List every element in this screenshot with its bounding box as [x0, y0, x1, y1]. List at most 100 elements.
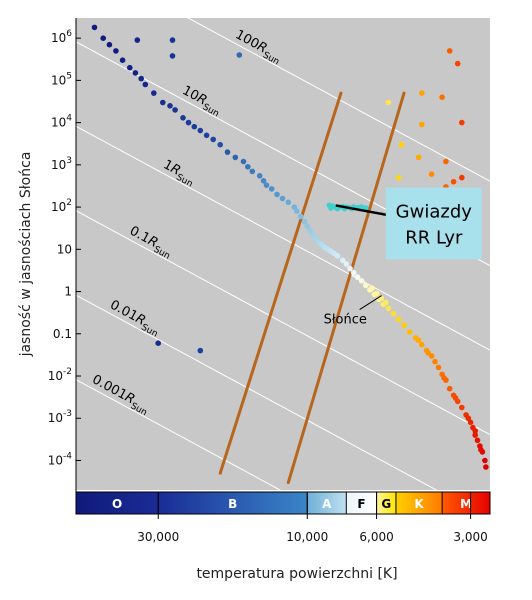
star-point [472, 432, 479, 438]
spectral-class-label: O [112, 497, 122, 511]
spectral-class-label: F [357, 497, 365, 511]
star-point [224, 149, 231, 155]
y-tick-label: 1 [64, 285, 72, 299]
instability-strip-edge [218, 91, 343, 475]
star-point [328, 205, 334, 211]
star-point [459, 404, 465, 411]
star-point [383, 299, 389, 306]
y-axis-title: jasność w jasnościach Słońca [18, 152, 34, 358]
star-point [350, 269, 357, 276]
spectral-class-band [76, 492, 159, 514]
star-point [268, 186, 275, 192]
star-point [354, 274, 361, 280]
star-point [191, 123, 198, 130]
star-point [415, 337, 422, 344]
spectral-class-label: M [460, 497, 472, 511]
radius-line [76, 379, 282, 490]
axes [75, 18, 490, 515]
star-point [134, 37, 141, 43]
star-point [482, 457, 488, 464]
rr-lyr-label-line2: RR Lyr [405, 227, 463, 248]
star-point [291, 204, 298, 210]
star-point [113, 48, 119, 54]
star-point [385, 305, 392, 312]
x-tick-labels: 30,000 10,000 6,000 3,000 [137, 492, 488, 544]
star-point [297, 213, 304, 220]
star-point [217, 141, 223, 148]
star-point [263, 182, 270, 188]
star-point [446, 385, 453, 392]
star-point [245, 164, 251, 170]
sun-label: Słońce [324, 313, 367, 328]
star-point [294, 208, 300, 214]
x-tick-label: 6,000 [359, 530, 393, 544]
star-point [151, 90, 157, 96]
star-point [395, 174, 402, 181]
y-tick-label: 102 [51, 198, 72, 214]
star-point [138, 75, 144, 82]
star-point [385, 99, 392, 106]
star-point [240, 158, 247, 165]
star-point [395, 316, 402, 323]
star-point [100, 35, 106, 41]
star-point [467, 419, 474, 426]
star-point [452, 395, 459, 401]
star-point [160, 99, 166, 106]
annotations: Słońce Gwiazdy RR Lyr [324, 187, 482, 328]
star-point [210, 136, 216, 143]
sun-pointer-line [359, 295, 382, 310]
star-point [236, 52, 243, 58]
star-point [425, 350, 432, 356]
star-point [307, 227, 313, 234]
spectral-class-band [346, 492, 377, 514]
rr-lyr-pointer-line [335, 204, 391, 217]
star-point [358, 278, 365, 284]
star-point [249, 168, 256, 175]
star-point [362, 205, 369, 211]
spectral-class-band [442, 492, 490, 514]
star-point [483, 464, 489, 470]
y-tick-label: 10-2 [48, 367, 72, 383]
star-point [347, 265, 353, 272]
star-point [285, 199, 292, 206]
star-point [132, 70, 139, 76]
star-point [180, 115, 186, 121]
star-point [142, 81, 149, 88]
instability-strip-edge [286, 91, 406, 485]
star-point [478, 446, 484, 453]
star-point [401, 322, 407, 329]
spectral-class-band [307, 492, 347, 514]
star-point [197, 127, 204, 134]
radius-line [76, 210, 490, 436]
star-point [459, 174, 465, 181]
star-point [334, 253, 341, 259]
star-point [435, 364, 442, 371]
x-axis-title: temperatura powierzchni [K] [196, 566, 397, 582]
rr-lyr-callout-box [385, 187, 482, 260]
star-point [398, 141, 405, 148]
x-tick-label: 10,000 [286, 530, 328, 544]
spectral-class-label: A [322, 497, 332, 511]
spectral-class-band [376, 492, 396, 514]
y-tick-label: 10-4 [48, 451, 73, 467]
star-point [441, 375, 447, 381]
star-point [362, 282, 369, 289]
star-point [169, 37, 176, 43]
star-point [172, 107, 178, 113]
star-point [419, 90, 425, 96]
rr-lyr-label-line1: Gwiazdy [396, 201, 473, 222]
spectral-class-label: B [228, 497, 237, 511]
star-point [119, 57, 126, 63]
star-point [472, 428, 479, 434]
radius-line [76, 294, 438, 490]
spectral-class-label: G [381, 497, 391, 511]
star-point [256, 173, 263, 179]
star-point [465, 415, 472, 422]
spectral-class-band [158, 492, 308, 514]
star-point [439, 94, 445, 100]
star-point [406, 329, 413, 335]
star-point [459, 119, 465, 126]
